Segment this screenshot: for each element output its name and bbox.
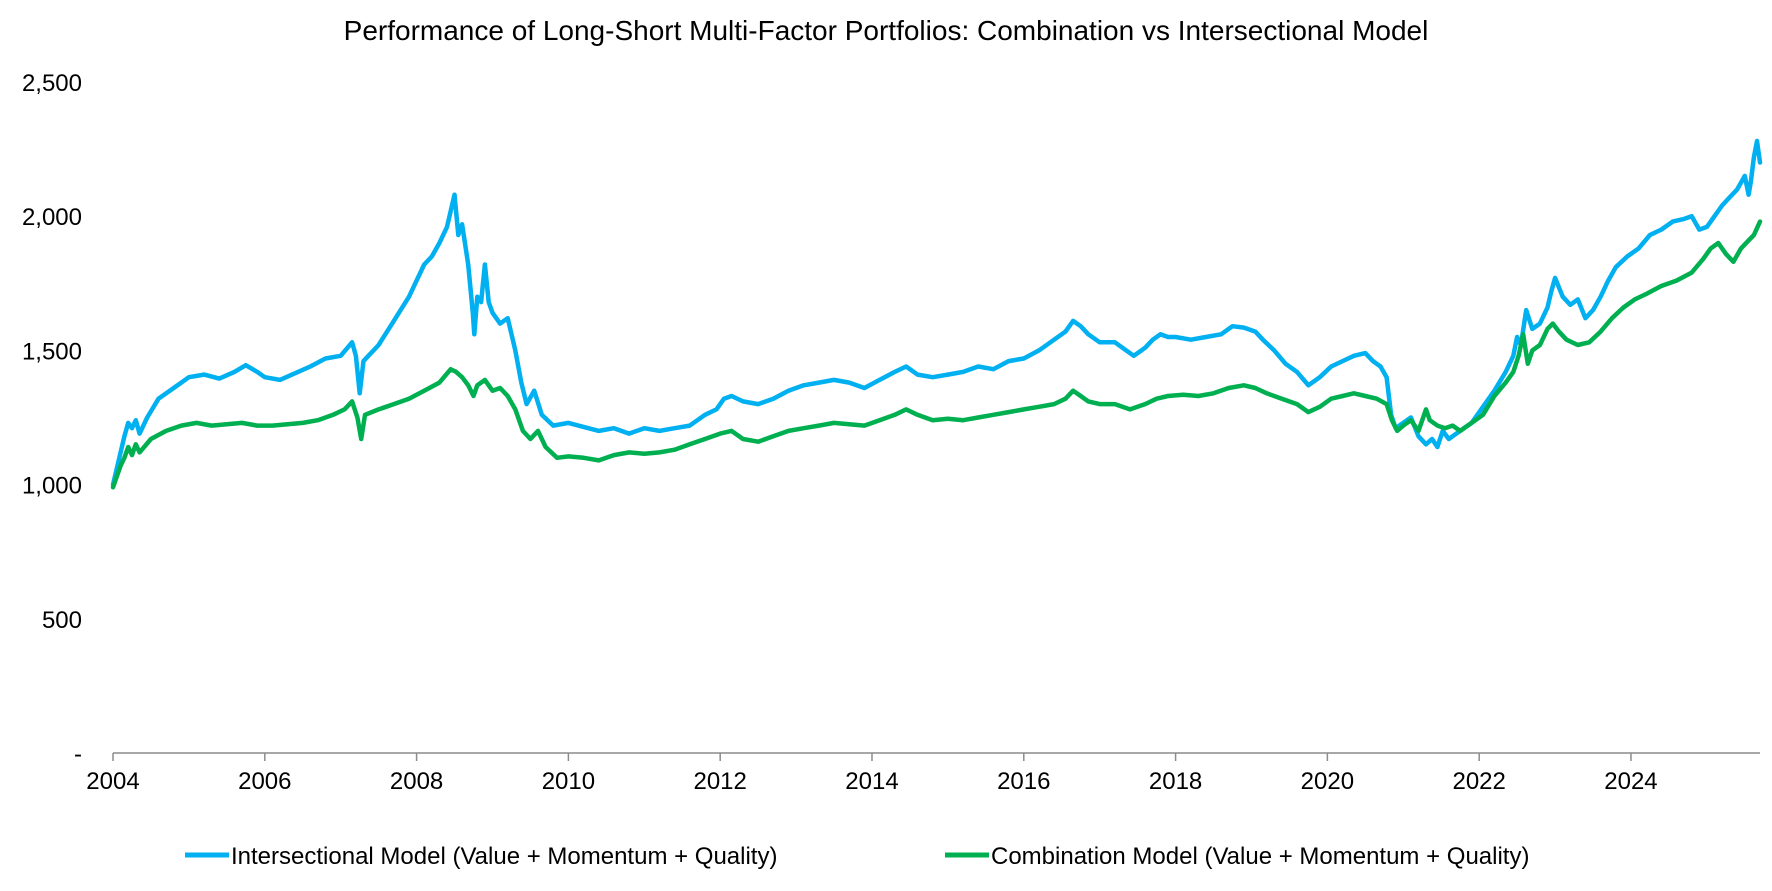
x-tick-label: 2008 [390,768,443,795]
x-tick-label: 2018 [1149,768,1202,795]
x-tick-label: 2004 [86,768,139,795]
legend: Intersectional Model (Value + Momentum +… [185,843,1529,870]
x-tick-label: 2024 [1604,768,1657,795]
legend-label-2: Combination Model (Value + Momentum + Qu… [991,843,1529,870]
x-tick-label: 2006 [238,768,291,795]
y-tick-label: - [74,741,82,768]
y-tick-label: 2,500 [22,70,82,97]
series-line-1 [110,138,1763,487]
legend-label-1: Intersectional Model (Value + Momentum +… [231,843,777,870]
series-line-2 [110,219,1763,490]
x-tick-label: 2012 [693,768,746,795]
x-tick-label: 2022 [1452,768,1505,795]
y-tick-label: 500 [42,607,82,634]
x-tick-label: 2014 [845,768,898,795]
x-tick-label: 2020 [1301,768,1354,795]
x-tick-label: 2016 [997,768,1050,795]
chart-title: Performance of Long-Short Multi-Factor P… [344,15,1429,46]
y-tick-label: 2,000 [22,204,82,231]
series-layer [110,138,1763,490]
axes-group: 2004 2006 2008 2010 2012 2014 2016 2018 2020 2022… [22,70,1760,795]
x-tick-label: 2010 [542,768,595,795]
y-tick-label: 1,500 [22,338,82,365]
y-tick-label: 1,000 [22,473,82,500]
